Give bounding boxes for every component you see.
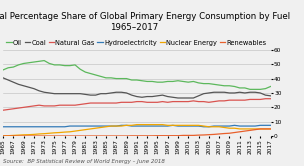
Hydroelectricity — [119, 124, 123, 126]
Nuclear Energy — [73, 130, 77, 132]
Nuclear Energy — [161, 124, 164, 126]
Renewables — [207, 134, 211, 136]
Text: Source:  BP Statistical Review of World Energy – June 2018: Source: BP Statistical Review of World E… — [3, 159, 165, 164]
Hydroelectricity — [243, 125, 247, 127]
Line: Hydroelectricity: Hydroelectricity — [3, 125, 271, 127]
Oil — [161, 81, 164, 83]
Hydroelectricity — [161, 125, 164, 127]
Line: Oil: Oil — [3, 61, 271, 89]
Oil — [166, 81, 170, 83]
Nuclear Energy — [135, 124, 139, 126]
Natural Gas — [156, 101, 159, 103]
Renewables — [156, 135, 159, 137]
Oil — [78, 68, 82, 70]
Oil — [42, 60, 46, 62]
Oil — [1, 69, 5, 71]
Renewables — [1, 135, 5, 137]
Coal — [212, 91, 216, 93]
Natural Gas — [1, 109, 5, 111]
Line: Coal: Coal — [3, 78, 271, 98]
Oil — [181, 81, 185, 83]
Natural Gas — [264, 98, 267, 100]
Nuclear Energy — [212, 126, 216, 128]
Legend: Oil, Coal, Natural Gas, Hydroelectricity, Nuclear Energy, Renewables: Oil, Coal, Natural Gas, Hydroelectricity… — [6, 40, 267, 46]
Text: Annual Percentage Share of Global Primary Energy Consumption by Fuel
1965–2017: Annual Percentage Share of Global Primar… — [0, 12, 290, 32]
Renewables — [73, 135, 77, 137]
Hydroelectricity — [73, 125, 77, 127]
Hydroelectricity — [176, 125, 180, 127]
Coal — [161, 94, 164, 96]
Nuclear Energy — [176, 124, 180, 126]
Natural Gas — [269, 98, 272, 100]
Coal — [171, 96, 174, 98]
Coal — [176, 97, 180, 99]
Hydroelectricity — [166, 125, 170, 127]
Line: Nuclear Energy: Nuclear Energy — [3, 125, 271, 136]
Renewables — [258, 128, 262, 130]
Line: Renewables: Renewables — [3, 129, 271, 136]
Natural Gas — [161, 101, 164, 103]
Hydroelectricity — [212, 125, 216, 127]
Coal — [269, 95, 272, 97]
Nuclear Energy — [243, 128, 247, 130]
Hydroelectricity — [269, 124, 272, 126]
Renewables — [238, 131, 241, 133]
Nuclear Energy — [1, 135, 5, 137]
Oil — [269, 85, 272, 87]
Renewables — [171, 135, 174, 137]
Oil — [176, 80, 180, 82]
Coal — [1, 77, 5, 79]
Natural Gas — [73, 104, 77, 106]
Nuclear Energy — [269, 128, 272, 130]
Coal — [73, 93, 77, 95]
Oil — [212, 83, 216, 85]
Line: Natural Gas: Natural Gas — [3, 99, 271, 110]
Natural Gas — [171, 101, 174, 103]
Oil — [248, 88, 252, 90]
Natural Gas — [238, 99, 241, 101]
Coal — [156, 95, 159, 97]
Renewables — [161, 135, 164, 137]
Nuclear Energy — [166, 124, 170, 126]
Natural Gas — [207, 101, 211, 103]
Renewables — [269, 128, 272, 130]
Hydroelectricity — [1, 126, 5, 128]
Coal — [243, 92, 247, 94]
